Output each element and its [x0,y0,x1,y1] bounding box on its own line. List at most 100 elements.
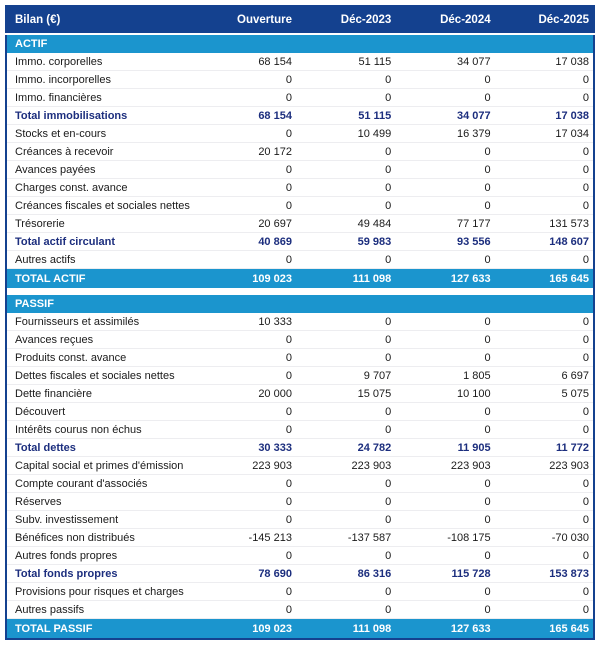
table-row: Charges const. avance 0 0 0 0 [6,178,594,197]
cell-value: 10 499 [295,124,396,143]
subtotal-row: Total actif circulant 40 869 59 983 93 556 1… [6,232,594,251]
cell-value: 0 [494,70,594,89]
cell-value: 0 [395,178,495,197]
cell-value: 0 [196,330,296,349]
cell-value: 0 [196,160,296,179]
cell-value: 17 034 [494,124,594,143]
cell-value: 20 000 [196,384,296,403]
row-label: Avances reçues [6,330,197,349]
row-label: Autres fonds propres [6,546,197,565]
table-row: Capital social et primes d'émission 223 9… [6,456,594,475]
cell-value: 0 [196,196,296,215]
cell-value: 0 [295,492,396,511]
cell-value: 153 873 [494,564,594,583]
table-row: Autres passifs 0 0 0 0 [6,600,594,619]
header-col-dec-2023: Déc-2023 [295,6,396,35]
table-row: Autres fonds propres 0 0 0 0 [6,546,594,565]
cell-value: 77 177 [395,214,495,233]
total-value: 111 098 [295,618,396,639]
cell-value: 40 869 [196,232,296,251]
row-label: Avances payées [6,160,197,179]
cell-value: 223 903 [395,456,495,475]
row-label: Créances à recevoir [6,142,197,161]
cell-value: -70 030 [494,528,594,547]
cell-value: 1 805 [395,366,495,385]
cell-value: 0 [395,474,495,493]
cell-value: 0 [395,196,495,215]
table-row: Stocks et en-cours 0 10 499 16 379 17 034 [6,124,594,143]
cell-value: 0 [395,70,495,89]
row-label: Immo. financières [6,88,197,107]
row-label: Découvert [6,402,197,421]
cell-value: 0 [196,124,296,143]
total-label: TOTAL ACTIF [6,268,197,288]
cell-value: 0 [295,600,396,619]
cell-value: 115 728 [395,564,495,583]
cell-value: 0 [395,420,495,439]
row-label: Immo. corporelles [6,53,197,71]
cell-value: 11 905 [395,438,495,457]
row-label: Créances fiscales et sociales nettes [6,196,197,215]
row-label: Dette financière [6,384,197,403]
table-row: Découvert 0 0 0 0 [6,402,594,421]
cell-value: 34 077 [395,53,495,71]
cell-value: 0 [196,582,296,601]
cell-value: 0 [494,420,594,439]
cell-value: 0 [295,546,396,565]
cell-value: 20 172 [196,142,296,161]
table-header-row: Bilan (€) Ouverture Déc-2023 Déc-2024 Dé… [6,6,594,35]
cell-value: 0 [395,546,495,565]
cell-value: 0 [494,88,594,107]
row-label: Autres actifs [6,250,197,269]
cell-value: 0 [395,402,495,421]
table-row: Provisions pour risques et charges 0 0 0 0 [6,582,594,601]
cell-value: 86 316 [295,564,396,583]
cell-value: 0 [494,142,594,161]
cell-value: 223 903 [494,456,594,475]
cell-value: 0 [395,348,495,367]
cell-value: 0 [395,313,495,331]
section-total-row-actif: TOTAL ACTIF 109 023 111 098 127 633 165 645 [6,268,594,288]
cell-value: 9 707 [295,366,396,385]
cell-value: 6 697 [494,366,594,385]
row-label: Total dettes [6,438,197,457]
table-row: Avances reçues 0 0 0 0 [6,330,594,349]
cell-value: 0 [196,546,296,565]
table-row: Réserves 0 0 0 0 [6,492,594,511]
cell-value: 59 983 [295,232,396,251]
table-row: Créances à recevoir 20 172 0 0 0 [6,142,594,161]
cell-value: 0 [295,420,396,439]
cell-value: 0 [494,582,594,601]
cell-value: 0 [494,160,594,179]
row-label: Bénéfices non distribués [6,528,197,547]
total-value: 127 633 [395,268,495,288]
total-value: 109 023 [196,618,296,639]
cell-value: 11 772 [494,438,594,457]
cell-value: 0 [196,348,296,367]
cell-value: 0 [494,402,594,421]
table-row: Dettes fiscales et sociales nettes 0 9 707… [6,366,594,385]
total-value: 109 023 [196,268,296,288]
cell-value: 20 697 [196,214,296,233]
row-label: Intérêts courus non échus [6,420,197,439]
cell-value: 0 [196,250,296,269]
table-row: Immo. corporelles 68 154 51 115 34 077 17 03… [6,53,594,71]
cell-value: 0 [196,510,296,529]
cell-value: 0 [494,330,594,349]
cell-value: 17 038 [494,106,594,125]
row-label: Charges const. avance [6,178,197,197]
subtotal-row: Total dettes 30 333 24 782 11 905 11 772 [6,438,594,457]
table-row: Immo. incorporelles 0 0 0 0 [6,70,594,89]
row-label: Total actif circulant [6,232,197,251]
table-row: Fournisseurs et assimilés 10 333 0 0 0 [6,313,594,331]
row-label: Immo. incorporelles [6,70,197,89]
cell-value: 0 [295,348,396,367]
cell-value: 0 [295,196,396,215]
cell-value: 0 [295,178,396,197]
cell-value: 78 690 [196,564,296,583]
header-col-ouverture: Ouverture [196,6,296,35]
balance-sheet-table: Bilan (€) Ouverture Déc-2023 Déc-2024 Dé… [5,5,595,640]
section-band-actif: ACTIF [6,34,594,53]
table-row: Produits const. avance 0 0 0 0 [6,348,594,367]
